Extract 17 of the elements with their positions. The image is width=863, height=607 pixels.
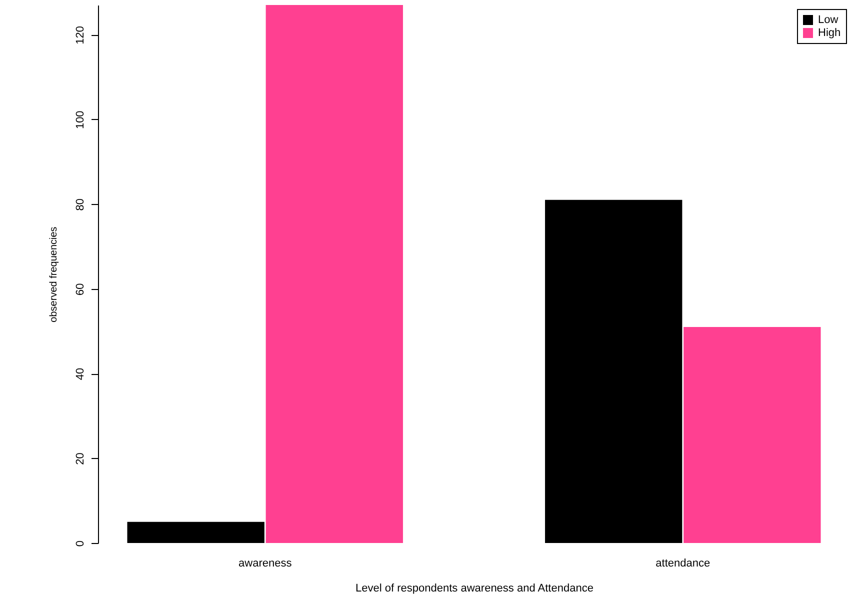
y-axis-title: observed frequencies xyxy=(48,226,60,322)
y-tick-label: 120 xyxy=(74,26,86,44)
bar xyxy=(684,326,821,543)
y-tick-label: 80 xyxy=(74,198,86,211)
legend-label: Low xyxy=(818,14,838,26)
bar xyxy=(266,5,403,543)
y-tick-label: 0 xyxy=(74,540,86,547)
x-axis-title: Level of respondents awareness and Attendance xyxy=(356,582,594,594)
y-tick-label: 60 xyxy=(74,283,86,296)
x-tick-label: awareness xyxy=(238,558,292,570)
y-tick-label: 20 xyxy=(74,452,86,465)
bar xyxy=(545,200,682,543)
y-tick-label: 100 xyxy=(74,110,86,130)
legend-label: High xyxy=(818,27,841,39)
bar xyxy=(127,522,264,543)
y-tick-label: 40 xyxy=(74,368,86,380)
x-tick-label: attendance xyxy=(656,558,710,570)
